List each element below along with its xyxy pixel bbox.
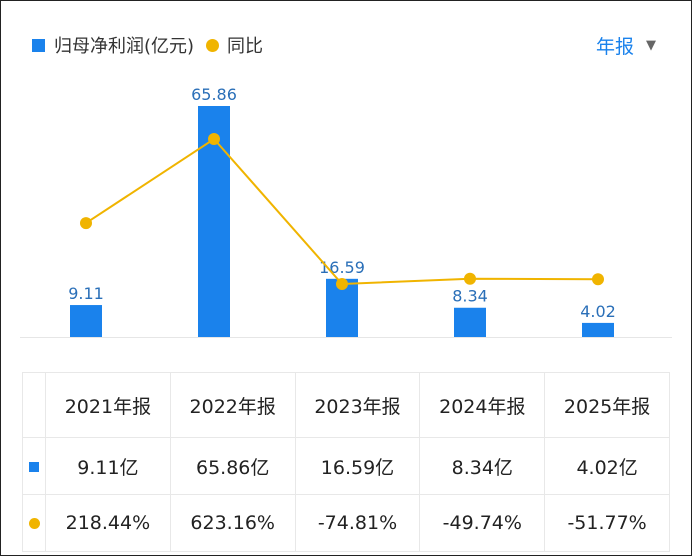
line-legend-marker xyxy=(206,38,220,52)
yoy-point-2023年报 xyxy=(336,278,348,290)
bar-2021年报 xyxy=(70,305,102,337)
profit-row-marker xyxy=(22,437,46,495)
bar-value-label: 65.86 xyxy=(191,85,237,104)
table-cell: 65.86亿 xyxy=(169,437,296,495)
dot-marker-icon xyxy=(28,518,40,529)
table-row-yoy: 218.44% 623.16% -74.81% -49.74% -51.77% xyxy=(22,494,670,552)
table-cell: 16.59亿 xyxy=(294,437,421,495)
chart-legend: 归母净利润(亿元) 同比 xyxy=(32,32,263,58)
bar-2024年报 xyxy=(454,307,486,337)
table-cell: 8.34亿 xyxy=(419,437,546,495)
data-table: 2021年报 2022年报 2023年报 2024年报 2025年报 9.11亿… xyxy=(22,372,670,552)
table-cell-negative: -51.77% xyxy=(544,494,670,552)
table-row-profit: 9.11亿 65.86亿 16.59亿 8.34亿 4.02亿 xyxy=(22,437,670,495)
chevron-down-icon: ▼ xyxy=(646,37,656,53)
table-cell: 4.02亿 xyxy=(544,437,670,495)
line-legend-label: 同比 xyxy=(227,36,264,57)
yoy-point-2021年报 xyxy=(80,217,92,230)
table-header-cell: 2021年报 xyxy=(45,372,171,438)
bar-value-label: 8.34 xyxy=(452,287,488,306)
table-corner-cell xyxy=(22,372,46,438)
bar-marker-icon xyxy=(29,462,39,472)
table-cell-negative: -74.81% xyxy=(294,494,421,552)
table-header-cell: 2024年报 xyxy=(419,372,546,438)
table-cell-positive: 218.44% xyxy=(45,494,171,552)
yoy-row-marker xyxy=(22,494,46,552)
table-header-cell: 2025年报 xyxy=(544,372,670,438)
bar-legend-label: 归母净利润(亿元) xyxy=(54,36,195,57)
bar-value-label: 9.11 xyxy=(68,284,104,303)
bar-legend-marker xyxy=(32,38,45,52)
table-cell-negative: -49.74% xyxy=(419,494,546,552)
table-header-cell: 2022年报 xyxy=(169,372,296,438)
bar-2025年报 xyxy=(582,322,614,337)
period-selector[interactable]: 年报 ▼ xyxy=(596,32,656,58)
yoy-point-2022年报 xyxy=(208,133,220,145)
period-selector-label: 年报 xyxy=(595,35,634,58)
table-header-cell: 2023年报 xyxy=(294,372,421,438)
table-header-row: 2021年报 2022年报 2023年报 2024年报 2025年报 xyxy=(22,372,670,438)
table-cell: 9.11亿 xyxy=(45,437,171,495)
table-cell-positive: 623.16% xyxy=(169,494,296,552)
yoy-point-2024年报 xyxy=(464,272,476,285)
yoy-point-2025年报 xyxy=(592,273,604,286)
bar-value-label: 4.02 xyxy=(580,302,616,321)
